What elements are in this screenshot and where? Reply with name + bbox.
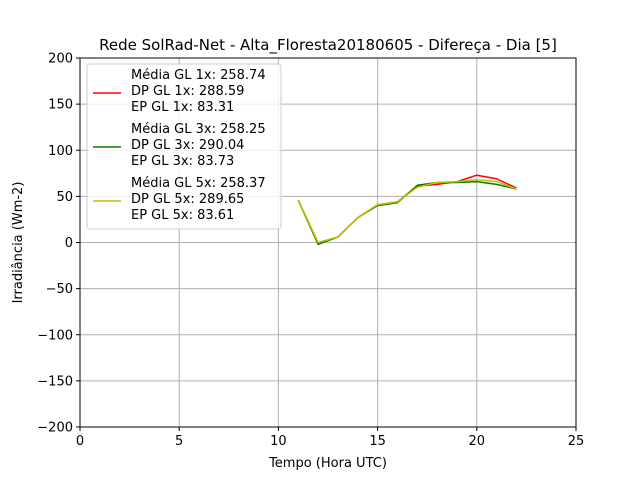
legend-label: Média GL 5x: 258.37 bbox=[131, 176, 266, 191]
y-tick-label: −150 bbox=[37, 374, 73, 389]
legend-label: Média GL 3x: 258.25 bbox=[131, 122, 266, 137]
y-tick-label: −100 bbox=[37, 328, 73, 343]
legend-label: DP GL 5x: 289.65 bbox=[131, 192, 244, 207]
series-lines bbox=[297, 174, 517, 246]
x-tick-label: 10 bbox=[270, 434, 287, 449]
y-tick-label: 150 bbox=[48, 98, 73, 113]
y-tick-label: 200 bbox=[48, 52, 73, 67]
legend-label: Média GL 1x: 258.74 bbox=[131, 68, 266, 83]
legend-box bbox=[86, 63, 282, 230]
legend-label: DP GL 3x: 290.04 bbox=[131, 138, 244, 153]
legend-label: EP GL 3x: 83.73 bbox=[131, 154, 234, 169]
x-tick-label: 20 bbox=[469, 434, 486, 449]
y-tick-label: 0 bbox=[65, 236, 73, 251]
ticks: 0 5 10 15 20 25 −200 −150 −100 −50 0 50 100 150 200 bbox=[37, 52, 584, 450]
y-tick-label: 50 bbox=[56, 190, 73, 205]
legend-label: DP GL 1x: 288.59 bbox=[131, 84, 244, 99]
legend-label: EP GL 5x: 83.61 bbox=[131, 208, 234, 223]
x-axis-label: Tempo (Hora UTC) bbox=[268, 456, 387, 471]
legend-label: EP GL 1x: 83.31 bbox=[131, 100, 234, 115]
y-tick-label: 100 bbox=[48, 144, 73, 159]
x-tick-label: 15 bbox=[369, 434, 386, 449]
x-tick-label: 0 bbox=[76, 434, 84, 449]
y-tick-label: −200 bbox=[37, 421, 73, 436]
x-tick-label: 25 bbox=[568, 434, 585, 449]
y-axis-label: Irradiância (Wm-2) bbox=[11, 182, 26, 304]
x-tick-label: 5 bbox=[175, 434, 183, 449]
chart-title: Rede SolRad-Net - Alta_Floresta20180605 … bbox=[99, 36, 557, 55]
series-line-3 bbox=[297, 179, 517, 244]
y-tick-label: −50 bbox=[46, 282, 73, 297]
